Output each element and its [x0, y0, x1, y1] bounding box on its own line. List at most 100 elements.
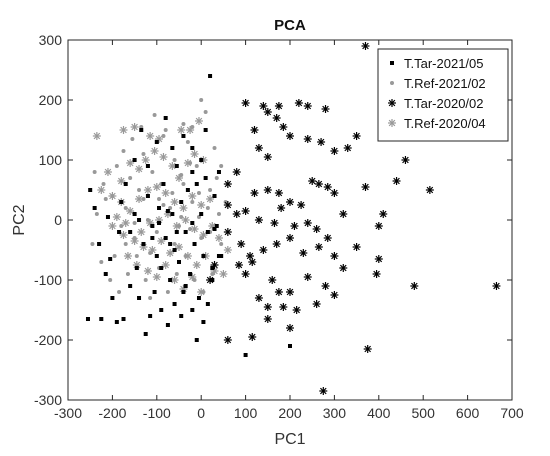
x-axis-label: PC1 — [274, 431, 305, 448]
data-point — [163, 236, 168, 240]
data-point — [219, 254, 224, 258]
data-point — [330, 252, 339, 260]
data-point — [125, 272, 130, 276]
data-point — [92, 170, 97, 174]
data-point — [179, 314, 184, 318]
data-point — [203, 176, 208, 180]
x-tick-label: 600 — [456, 405, 480, 421]
data-point — [105, 215, 110, 219]
data-point — [323, 234, 332, 242]
data-point — [159, 153, 168, 161]
data-point — [141, 197, 146, 201]
data-point — [161, 189, 170, 197]
data-point — [161, 261, 170, 269]
data-point — [254, 294, 263, 302]
legend-label: T.Ref-2020/04 — [404, 116, 486, 131]
data-point — [181, 216, 190, 224]
data-point — [274, 288, 283, 296]
data-point — [199, 98, 204, 102]
data-point — [185, 140, 190, 144]
data-point — [119, 200, 124, 204]
data-point — [190, 170, 195, 174]
legend-label: T.Ref-2021/02 — [404, 76, 486, 91]
data-point — [179, 204, 188, 212]
data-point — [157, 197, 162, 201]
data-point — [161, 134, 166, 138]
data-point — [297, 201, 306, 209]
data-point — [263, 315, 272, 323]
data-point — [303, 273, 312, 281]
data-point — [190, 225, 199, 233]
data-point — [141, 156, 150, 164]
data-point — [152, 290, 157, 294]
data-point — [197, 288, 206, 296]
data-point — [205, 230, 210, 234]
data-point — [223, 336, 232, 344]
y-tick-label: 300 — [39, 32, 63, 48]
data-point — [174, 272, 179, 276]
data-point — [372, 270, 381, 278]
data-point — [103, 272, 108, 276]
data-point — [165, 290, 170, 294]
data-point — [330, 291, 339, 299]
data-point — [163, 116, 168, 120]
data-point — [303, 219, 312, 227]
data-point — [170, 191, 175, 195]
data-point — [148, 296, 153, 300]
data-point — [112, 213, 121, 221]
x-tick-label: 400 — [367, 405, 391, 421]
data-point — [294, 99, 303, 107]
data-point — [148, 246, 157, 254]
data-point — [194, 117, 203, 125]
data-point — [181, 182, 186, 186]
data-point — [137, 228, 146, 236]
data-point — [201, 320, 206, 324]
data-point — [150, 147, 159, 155]
data-point — [183, 252, 192, 260]
data-point — [254, 216, 263, 224]
data-point — [108, 257, 113, 261]
data-point — [143, 278, 148, 282]
data-point — [194, 164, 199, 168]
data-point — [108, 222, 117, 230]
axis-ticks: -300 -200 -100 0 100 200 300 400 500 600 700 -300 -2… — [34, 32, 524, 421]
data-point — [143, 267, 152, 275]
data-point — [392, 177, 401, 185]
data-point — [212, 146, 217, 150]
data-point — [123, 252, 132, 260]
data-point — [317, 138, 326, 146]
data-point — [314, 180, 323, 188]
data-point — [132, 158, 137, 162]
data-point — [206, 276, 215, 284]
data-point — [121, 317, 126, 321]
data-point — [170, 198, 179, 206]
data-point — [188, 192, 197, 200]
data-point — [179, 200, 184, 204]
data-point — [183, 159, 192, 167]
data-point — [150, 224, 155, 228]
data-point — [166, 249, 175, 257]
data-point — [250, 189, 259, 197]
data-point — [154, 254, 159, 258]
data-point — [99, 260, 104, 264]
data-point — [128, 230, 133, 234]
data-point — [299, 249, 308, 257]
data-point — [145, 194, 150, 198]
data-point — [137, 218, 142, 222]
data-point — [263, 108, 272, 116]
data-point — [94, 212, 99, 216]
data-point — [286, 288, 294, 296]
data-point — [146, 132, 155, 140]
data-point — [241, 99, 250, 107]
data-point — [114, 164, 119, 168]
data-point — [186, 126, 195, 134]
data-point — [410, 282, 419, 290]
data-point — [352, 132, 361, 140]
data-point — [199, 212, 204, 216]
data-point — [163, 128, 168, 132]
data-point — [130, 137, 135, 141]
data-point — [188, 272, 193, 276]
data-point — [190, 221, 195, 225]
data-point — [179, 215, 184, 219]
chart-title: PCA — [274, 17, 306, 34]
